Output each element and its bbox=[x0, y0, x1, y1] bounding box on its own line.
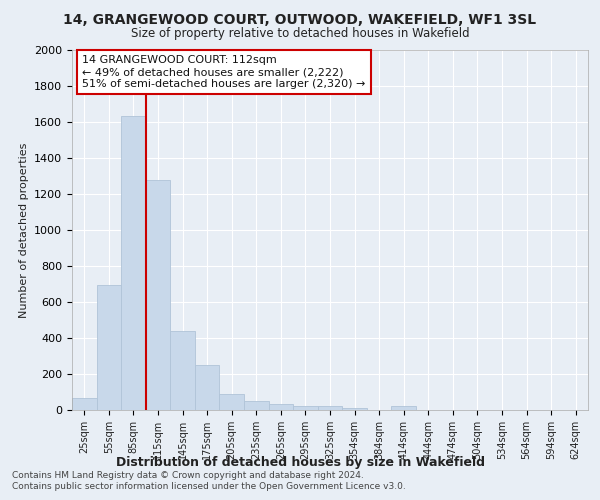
Bar bbox=[293, 406, 318, 410]
Bar bbox=[170, 332, 195, 410]
Text: 14, GRANGEWOOD COURT, OUTWOOD, WAKEFIELD, WF1 3SL: 14, GRANGEWOOD COURT, OUTWOOD, WAKEFIELD… bbox=[64, 12, 536, 26]
Text: 14 GRANGEWOOD COURT: 112sqm
← 49% of detached houses are smaller (2,222)
51% of : 14 GRANGEWOOD COURT: 112sqm ← 49% of det… bbox=[82, 56, 365, 88]
Bar bbox=[146, 180, 170, 410]
Bar bbox=[244, 400, 269, 410]
Text: Distribution of detached houses by size in Wakefield: Distribution of detached houses by size … bbox=[115, 456, 485, 469]
Bar bbox=[391, 406, 416, 410]
Bar bbox=[269, 404, 293, 410]
Text: Size of property relative to detached houses in Wakefield: Size of property relative to detached ho… bbox=[131, 28, 469, 40]
Bar bbox=[342, 408, 367, 410]
Bar bbox=[195, 364, 220, 410]
Bar bbox=[97, 285, 121, 410]
Text: Contains public sector information licensed under the Open Government Licence v3: Contains public sector information licen… bbox=[12, 482, 406, 491]
Bar bbox=[121, 116, 146, 410]
Bar bbox=[72, 398, 97, 410]
Y-axis label: Number of detached properties: Number of detached properties bbox=[19, 142, 29, 318]
Bar bbox=[220, 394, 244, 410]
Text: Contains HM Land Registry data © Crown copyright and database right 2024.: Contains HM Land Registry data © Crown c… bbox=[12, 471, 364, 480]
Bar bbox=[318, 406, 342, 410]
